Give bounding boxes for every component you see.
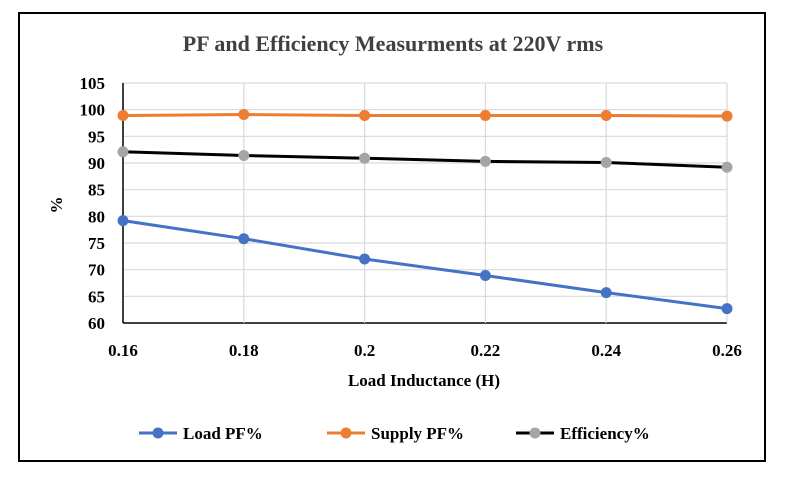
x-tick-label: 0.22 <box>471 341 501 360</box>
data-point <box>479 270 491 282</box>
data-point <box>238 150 250 162</box>
y-axis-label: % <box>47 197 66 214</box>
data-point <box>600 287 612 299</box>
y-tick-label: 90 <box>88 154 105 173</box>
legend-marker <box>152 427 164 439</box>
legend-marker <box>340 427 352 439</box>
data-point <box>359 253 371 265</box>
data-point <box>117 146 129 158</box>
y-tick-label: 70 <box>88 261 105 280</box>
y-tick-label: 95 <box>88 127 105 146</box>
x-axis-label: Load Inductance (H) <box>348 371 500 390</box>
legend: Load PF% Supply PF% Efficiency% <box>139 424 650 443</box>
data-point <box>600 156 612 168</box>
data-point <box>721 110 733 122</box>
y-tick-label: 85 <box>88 181 105 200</box>
series-line <box>122 219 728 311</box>
data-point <box>479 155 491 167</box>
data-point <box>721 161 733 173</box>
x-tick-label: 0.2 <box>354 341 375 360</box>
legend-marker <box>529 427 541 439</box>
y-tick-label: 80 <box>88 207 105 226</box>
y-tick-label: 65 <box>88 287 105 306</box>
x-tick-label: 0.26 <box>712 341 742 360</box>
grid-lines <box>122 82 728 324</box>
y-tick-label: 60 <box>88 314 105 333</box>
chart-title: PF and Efficiency Measurments at 220V rm… <box>183 31 604 56</box>
x-tick-label: 0.16 <box>108 341 138 360</box>
legend-label: Efficiency% <box>560 424 650 443</box>
series-1 <box>117 108 733 122</box>
tick-labels: 60 65 70 75 80 85 90 95 100 105 0.16 0.18 0.2 0.22 0.2… <box>80 74 742 360</box>
series-0 <box>117 215 733 315</box>
x-tick-label: 0.24 <box>591 341 621 360</box>
series-line <box>122 113 728 118</box>
data-point <box>479 110 491 122</box>
legend-label: Supply PF% <box>371 424 464 443</box>
data-point <box>238 108 250 120</box>
data-point <box>238 233 250 245</box>
data-point <box>117 215 129 227</box>
series-line <box>122 150 728 169</box>
data-point <box>721 303 733 315</box>
data-point <box>600 110 612 122</box>
y-tick-label: 105 <box>80 74 106 93</box>
y-tick-label: 75 <box>88 234 105 253</box>
data-point <box>117 110 129 122</box>
legend-label: Load PF% <box>183 424 263 443</box>
y-tick-label: 100 <box>80 101 106 120</box>
series-2 <box>117 146 733 173</box>
data-point <box>359 110 371 122</box>
chart-frame <box>18 12 766 462</box>
data-point <box>359 152 371 164</box>
x-tick-label: 0.18 <box>229 341 259 360</box>
series-layer <box>117 108 733 315</box>
